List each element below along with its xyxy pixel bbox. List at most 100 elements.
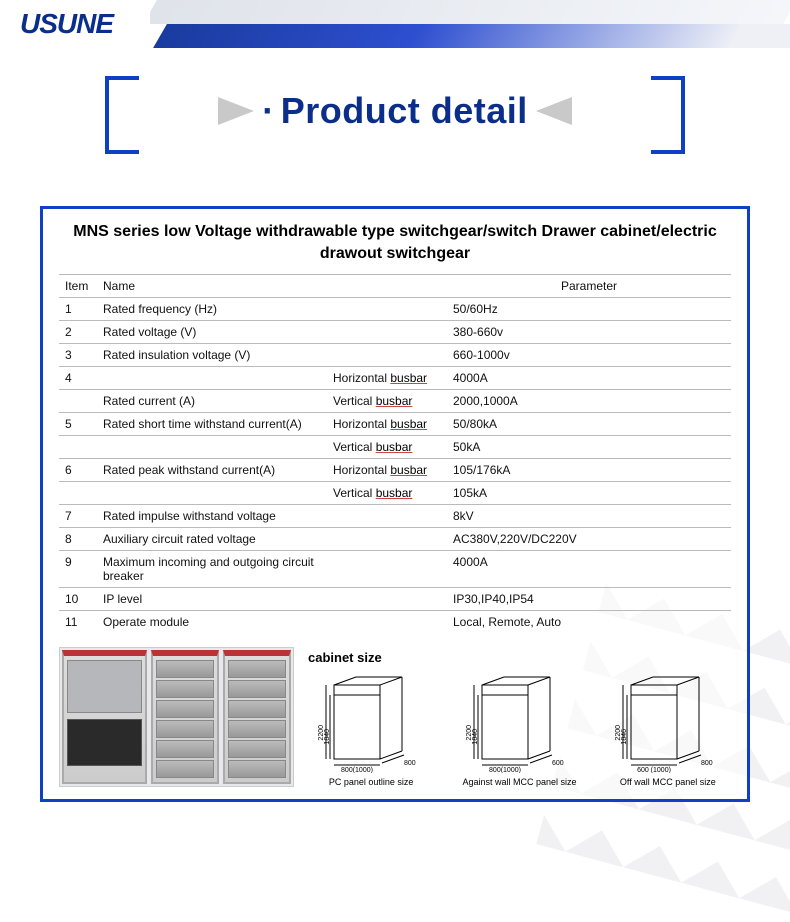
cell-name: Rated current (A) xyxy=(97,389,327,412)
cabinet-outline-icon: 2200 1846 600 (1000) 800 xyxy=(613,673,723,773)
cell-item: 9 xyxy=(59,550,97,587)
cell-name: IP level xyxy=(97,587,327,610)
cell-name: Rated voltage (V) xyxy=(97,320,327,343)
cabinet-diagram: 2200 1846 600 (1000) 800 Off wall MCC pa… xyxy=(613,673,723,787)
cell-param: 105/176kA xyxy=(447,458,731,481)
cell-param: 660-1000v xyxy=(447,343,731,366)
cell-item: 11 xyxy=(59,610,97,633)
table-row: 5Rated short time withstand current(A)Ho… xyxy=(59,412,731,435)
cell-item xyxy=(59,389,97,412)
table-row: Vertical busbar105kA xyxy=(59,481,731,504)
cell-sub xyxy=(327,550,447,587)
svg-text:1840: 1840 xyxy=(324,729,331,745)
cell-name: Rated insulation voltage (V) xyxy=(97,343,327,366)
cell-param: IP30,IP40,IP54 xyxy=(447,587,731,610)
table-row: Rated current (A)Vertical busbar2000,100… xyxy=(59,389,731,412)
cell-item xyxy=(59,435,97,458)
cell-sub: Horizontal busbar xyxy=(327,366,447,389)
cell-sub xyxy=(327,297,447,320)
cell-sub xyxy=(327,610,447,633)
cell-param: 380-660v xyxy=(447,320,731,343)
cabinet-size-label: cabinet size xyxy=(308,650,731,665)
cell-item: 3 xyxy=(59,343,97,366)
cell-item: 6 xyxy=(59,458,97,481)
table-row: 10IP level IP30,IP40,IP54 xyxy=(59,587,731,610)
table-row: 2Rated voltage (V) 380-660v xyxy=(59,320,731,343)
cabinet-outline-icon: 2200 1840 800(1000) 600 xyxy=(464,673,574,773)
svg-text:800(1000): 800(1000) xyxy=(341,767,373,773)
table-row: 8Auxiliary circuit rated voltageAC380V,2… xyxy=(59,527,731,550)
cell-name: Maximum incoming and outgoing circuit br… xyxy=(97,550,327,587)
cell-sub: Horizontal busbar xyxy=(327,458,447,481)
table-row: 6Rated peak withstand current(A)Horizont… xyxy=(59,458,731,481)
diagram-caption: Against wall MCC panel size xyxy=(462,777,576,787)
cell-item: 1 xyxy=(59,297,97,320)
header-sweep xyxy=(150,0,790,48)
arrow-right-icon xyxy=(536,97,572,125)
col-item: Item xyxy=(59,274,97,297)
diagram-caption: Off wall MCC panel size xyxy=(613,777,723,787)
table-header-row: Item Name Parameter xyxy=(59,274,731,297)
section-title: ·Product detail xyxy=(262,90,528,132)
cabinet-diagrams: cabinet size 2200 1840 800(1000) 800 xyxy=(308,650,731,787)
cell-name: Rated short time withstand current(A) xyxy=(97,412,327,435)
svg-text:800: 800 xyxy=(701,760,713,767)
cabinet-outline-icon: 2200 1840 800(1000) 800 xyxy=(316,673,426,773)
col-parameter: Parameter xyxy=(447,274,731,297)
table-row: 3Rated insulation voltage (V) 660-1000v xyxy=(59,343,731,366)
cell-sub: Vertical busbar xyxy=(327,481,447,504)
cell-item: 10 xyxy=(59,587,97,610)
cell-sub xyxy=(327,527,447,550)
cell-item: 7 xyxy=(59,504,97,527)
cell-name: Operate module xyxy=(97,610,327,633)
table-row: 9Maximum incoming and outgoing circuit b… xyxy=(59,550,731,587)
cabinet-diagram: 2200 1840 800(1000) 800 PC panel outline… xyxy=(316,673,426,787)
svg-text:1840: 1840 xyxy=(472,729,479,745)
table-row: Vertical busbar50kA xyxy=(59,435,731,458)
cell-name: Auxiliary circuit rated voltage xyxy=(97,527,327,550)
spec-box: MNS series low Voltage withdrawable type… xyxy=(40,206,750,802)
cell-sub xyxy=(327,504,447,527)
cell-param: 50/60Hz xyxy=(447,297,731,320)
svg-text:600: 600 xyxy=(552,760,564,767)
cell-sub xyxy=(327,587,447,610)
spec-table: Item Name Parameter 1Rated frequency (Hz… xyxy=(59,274,731,633)
col-sub xyxy=(327,274,447,297)
svg-text:800: 800 xyxy=(404,760,416,767)
section-title-banner: ·Product detail xyxy=(105,76,685,146)
header-bar: USUNE xyxy=(0,0,790,48)
cell-name: Rated impulse withstand voltage xyxy=(97,504,327,527)
svg-text:1846: 1846 xyxy=(621,729,628,745)
cell-name xyxy=(97,435,327,458)
cell-item: 8 xyxy=(59,527,97,550)
cell-param: 50kA xyxy=(447,435,731,458)
svg-text:800(1000): 800(1000) xyxy=(490,767,522,773)
cell-param: 2000,1000A xyxy=(447,389,731,412)
cell-param: Local, Remote, Auto xyxy=(447,610,731,633)
cell-name xyxy=(97,366,327,389)
cell-item: 2 xyxy=(59,320,97,343)
cell-item: 5 xyxy=(59,412,97,435)
product-photo xyxy=(59,647,294,787)
svg-text:600 (1000): 600 (1000) xyxy=(637,767,671,773)
cell-sub: Vertical busbar xyxy=(327,389,447,412)
cell-sub: Vertical busbar xyxy=(327,435,447,458)
brand-logo: USUNE xyxy=(0,8,113,40)
cabinet-diagram: 2200 1840 800(1000) 600 Against wall MCC… xyxy=(462,673,576,787)
table-row: 11Operate module Local, Remote, Auto xyxy=(59,610,731,633)
cell-name: Rated frequency (Hz) xyxy=(97,297,327,320)
cell-item xyxy=(59,481,97,504)
table-row: 4 Horizontal busbar4000A xyxy=(59,366,731,389)
cell-item: 4 xyxy=(59,366,97,389)
cell-sub xyxy=(327,343,447,366)
cell-name: Rated peak withstand current(A) xyxy=(97,458,327,481)
cell-param: 4000A xyxy=(447,366,731,389)
diagram-caption: PC panel outline size xyxy=(316,777,426,787)
table-row: 7Rated impulse withstand voltage8kV xyxy=(59,504,731,527)
cell-name xyxy=(97,481,327,504)
table-row: 1Rated frequency (Hz) 50/60Hz xyxy=(59,297,731,320)
cell-sub: Horizontal busbar xyxy=(327,412,447,435)
cell-sub xyxy=(327,320,447,343)
spec-title: MNS series low Voltage withdrawable type… xyxy=(59,219,731,274)
bottom-row: cabinet size 2200 1840 800(1000) 800 xyxy=(59,647,731,787)
